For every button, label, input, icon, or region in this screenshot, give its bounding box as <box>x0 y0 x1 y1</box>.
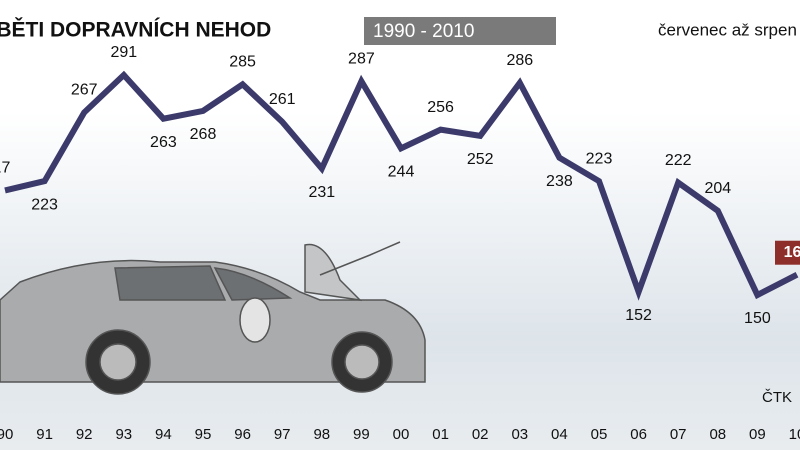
value-label: 223 <box>31 196 58 213</box>
value-label: 286 <box>506 52 533 69</box>
line <box>4 70 799 301</box>
x-tick-label: 05 <box>591 426 608 443</box>
x-tick-label: 94 <box>155 426 172 443</box>
value-label: 287 <box>348 50 375 67</box>
value-label: 285 <box>229 54 256 71</box>
x-tick-label: 96 <box>234 426 251 443</box>
value-label: 267 <box>71 82 98 99</box>
x-tick-label: 97 <box>274 426 291 443</box>
value-label: 244 <box>388 164 415 181</box>
x-tick-label: 91 <box>36 426 53 443</box>
x-tick-label: 01 <box>432 426 449 443</box>
value-label: 268 <box>190 126 217 143</box>
value-label: 261 <box>269 91 296 108</box>
value-label: 163 <box>784 244 800 261</box>
car-illustration <box>0 241 426 395</box>
source: ČTK <box>762 389 792 406</box>
value-label: 204 <box>704 180 731 197</box>
x-tick-label: 95 <box>195 426 212 443</box>
x-tick-label: 92 <box>76 426 93 443</box>
value-label: 238 <box>546 173 573 190</box>
x-tick-label: 06 <box>630 426 647 443</box>
value-label-box <box>775 240 800 265</box>
x-tick-label: 99 <box>353 426 370 443</box>
x-tick-label: 98 <box>313 426 330 443</box>
value-label: 217 <box>0 160 10 177</box>
value-label: 150 <box>744 310 771 327</box>
x-tick-label: 03 <box>511 426 528 443</box>
value-label: 263 <box>150 134 177 151</box>
x-tick-label: 04 <box>551 426 568 443</box>
note: červenec až srpen <box>658 20 797 39</box>
value-label: 152 <box>625 307 652 324</box>
x-tick-label: 09 <box>749 426 766 443</box>
subtitle: 1990 - 2010 <box>373 21 474 42</box>
chart-title: OBĚTI DOPRAVNÍCH NEHOD <box>0 18 271 42</box>
x-tick-label: 10 <box>789 426 800 443</box>
x-tick-label: 00 <box>393 426 410 443</box>
value-label: 252 <box>467 151 494 168</box>
x-tick-label: 90 <box>0 426 13 443</box>
x-tick-label: 07 <box>670 426 687 443</box>
value-label: 256 <box>427 99 454 116</box>
x-tick-label: 93 <box>115 426 132 443</box>
subtitle-box <box>364 17 556 45</box>
value-label: 223 <box>586 150 613 167</box>
x-tick-label: 08 <box>709 426 726 443</box>
value-label: 231 <box>308 184 335 201</box>
value-label: 291 <box>110 44 137 61</box>
value-label: 222 <box>665 152 692 169</box>
x-tick-label: 02 <box>472 426 489 443</box>
